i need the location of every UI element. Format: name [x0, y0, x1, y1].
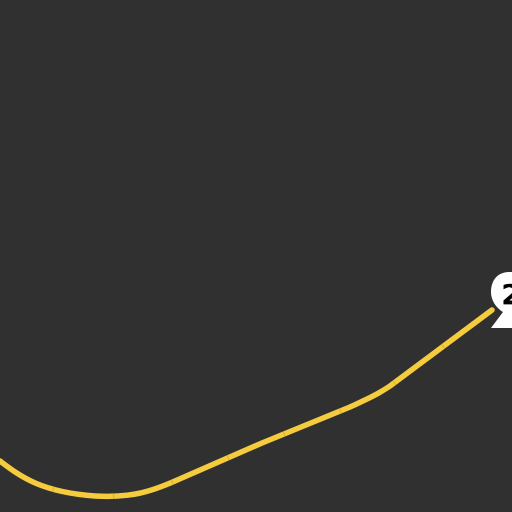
route-segment-tick	[282, 431, 286, 437]
route-line	[0, 307, 495, 500]
route-segment-tick	[52, 486, 55, 492]
route-segment-tick	[170, 479, 174, 485]
route-segment-tick	[226, 455, 230, 461]
route-segment-tick	[392, 380, 397, 386]
route-segment-ticks	[52, 344, 446, 499]
waypoint-marker[interactable]: 2	[489, 268, 512, 330]
route-segment-tick	[339, 408, 342, 414]
map-pin-icon	[491, 272, 512, 328]
route-segment-tick	[441, 344, 446, 349]
waypoint-number-label: 2	[501, 278, 512, 311]
